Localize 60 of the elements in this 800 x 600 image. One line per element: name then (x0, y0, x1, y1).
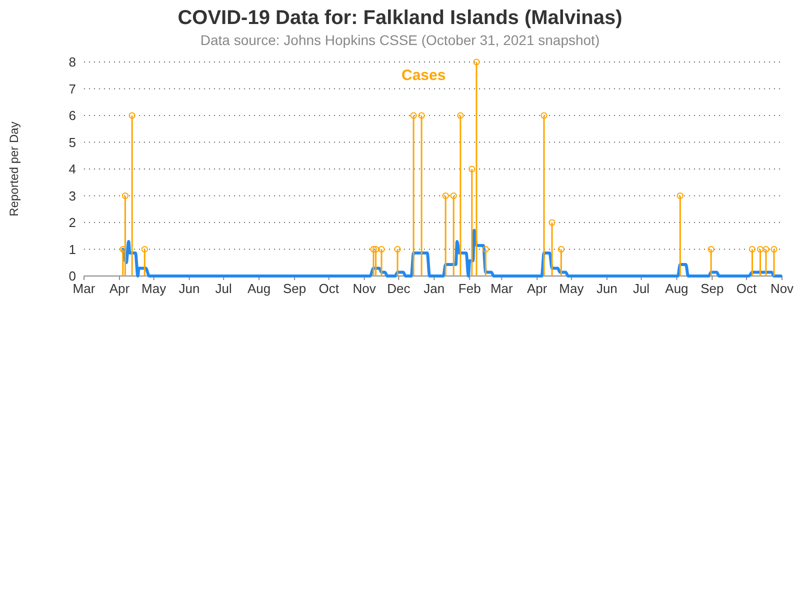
point (378, 246, 385, 253)
x-tick-label: Jun (596, 281, 618, 296)
point (762, 246, 770, 253)
point (128, 112, 136, 119)
x-tick-label: Aug (665, 281, 688, 296)
y-tick-label: 7 (68, 81, 76, 96)
x-tick-label: Oct (736, 281, 758, 296)
y-tick-label: 5 (68, 134, 76, 150)
x-tick-label: May (142, 281, 167, 296)
x-tick-label: May (559, 281, 584, 296)
point (540, 112, 548, 119)
point (122, 192, 128, 200)
y-tick-label: 2 (68, 215, 76, 230)
x-tick-label: Apr (527, 281, 548, 296)
y-tick-label: 3 (68, 188, 76, 204)
x-tick-label: Nov (770, 281, 794, 296)
x-tick-label: Sep (282, 281, 306, 296)
point (756, 246, 764, 253)
x-tick-label: Jul (215, 281, 232, 296)
chart-subtitle: Data source: Johns Hopkins CSSE (October 31, 2021 snapshot) (200, 32, 600, 48)
point (457, 112, 464, 119)
point (442, 192, 449, 200)
point (770, 246, 778, 253)
y-tick-label: 8 (68, 54, 76, 70)
x-tick-label: Nov (352, 281, 376, 296)
point (468, 166, 476, 172)
point (558, 246, 564, 253)
point (120, 246, 126, 253)
x-tick-label: Sep (700, 281, 724, 296)
x-tick-label: Oct (318, 281, 340, 296)
series-label: Cases (401, 67, 446, 84)
point (141, 246, 148, 253)
point (548, 219, 556, 226)
point (748, 246, 756, 253)
x-tick-label: Mar (490, 281, 514, 296)
x-tick-label: Jan (424, 281, 445, 296)
x-tick-label: Aug (248, 281, 271, 296)
y-tick-label: 1 (68, 242, 76, 257)
y-tick-label: 4 (68, 162, 76, 177)
x-tick-label: Jun (178, 281, 200, 296)
x-tick-label: Jul (632, 281, 650, 296)
x-tick-label: Apr (109, 281, 130, 296)
point (482, 246, 489, 253)
x-tick-label: Mar (72, 281, 96, 296)
x-tick-label: Dec (387, 281, 411, 296)
line-series (121, 228, 782, 278)
point (473, 58, 480, 66)
point (394, 246, 401, 253)
point (418, 112, 425, 119)
chart-title: COVID-19 Data for: Falkland Islands (Malvinas) (178, 7, 622, 29)
point (708, 246, 714, 253)
point (410, 112, 417, 119)
point (450, 192, 457, 200)
y-axis-title: Reported per Day (7, 122, 21, 216)
point (370, 246, 377, 253)
point (676, 192, 684, 200)
y-tick-label: 6 (68, 108, 76, 124)
y-tick-label: 0 (68, 268, 76, 284)
point (372, 246, 380, 253)
x-tick-label: Feb (458, 281, 481, 296)
